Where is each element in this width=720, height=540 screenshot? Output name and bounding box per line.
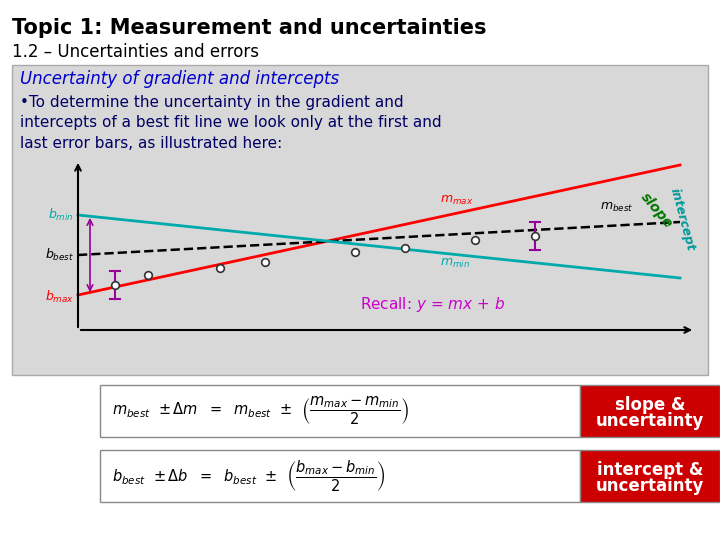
Text: $b_{max}$: $b_{max}$	[45, 289, 74, 305]
Text: Recall: $y$ = $m$$x$ + $b$: Recall: $y$ = $m$$x$ + $b$	[360, 295, 505, 314]
Text: intercept &: intercept &	[597, 461, 703, 479]
Bar	[100, 385, 580, 437]
Bar	[580, 385, 720, 437]
Text: Uncertainty of gradient and intercepts: Uncertainty of gradient and intercepts	[20, 70, 339, 88]
Text: $b_{best}$: $b_{best}$	[45, 247, 74, 263]
Text: $m_{best}$  $\pm\,\Delta m$  $=$  $m_{best}$  $\pm$  $\left(\dfrac{m_{max} - m_{: $m_{best}$ $\pm\,\Delta m$ $=$ $m_{best}…	[112, 395, 409, 427]
Text: intercepts of a best fit line we look only at the first and: intercepts of a best fit line we look on…	[20, 116, 441, 131]
Text: $b_{min}$: $b_{min}$	[48, 207, 74, 223]
Text: slope: slope	[638, 190, 675, 231]
Text: uncertainty: uncertainty	[596, 477, 704, 495]
Bar	[580, 450, 720, 502]
Text: $m_{best}$: $m_{best}$	[600, 201, 634, 214]
Bar	[12, 65, 708, 375]
Text: Topic 1: Measurement and uncertainties: Topic 1: Measurement and uncertainties	[12, 18, 487, 38]
Text: $b_{best}$  $\pm\,\Delta b$  $=$  $b_{best}$  $\pm$  $\left(\dfrac{b_{max} - b_{: $b_{best}$ $\pm\,\Delta b$ $=$ $b_{best}…	[112, 458, 385, 494]
Text: uncertainty: uncertainty	[596, 412, 704, 430]
Text: 1.2 – Uncertainties and errors: 1.2 – Uncertainties and errors	[12, 43, 259, 61]
Text: $m_{min}$: $m_{min}$	[440, 257, 470, 270]
Text: intercept: intercept	[668, 187, 697, 253]
Text: $m_{max}$: $m_{max}$	[440, 194, 473, 207]
Text: •To determine the uncertainty in the gradient and: •To determine the uncertainty in the gra…	[20, 96, 404, 111]
Text: slope &: slope &	[615, 396, 685, 414]
Text: last error bars, as illustrated here:: last error bars, as illustrated here:	[20, 136, 282, 151]
Bar	[100, 450, 580, 502]
